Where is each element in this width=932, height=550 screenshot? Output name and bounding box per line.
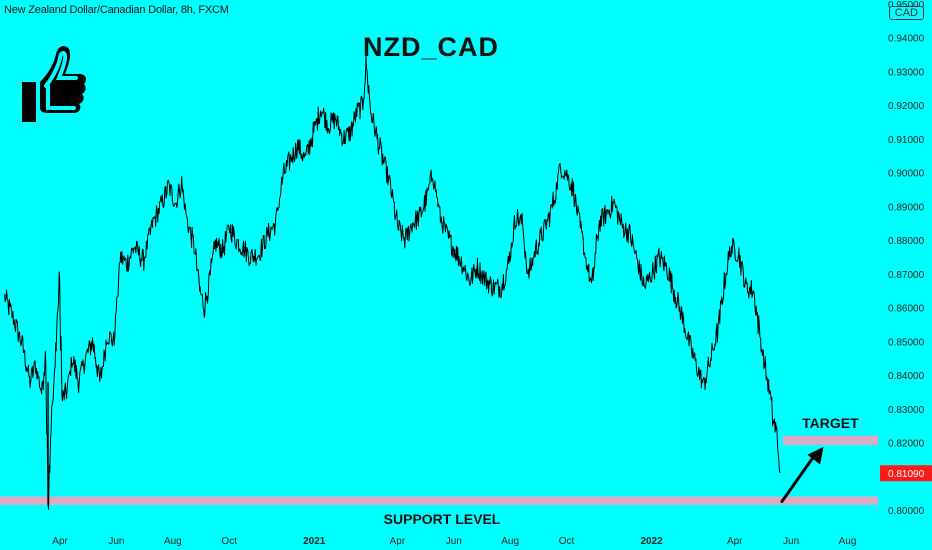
currency-badge[interactable]: CAD bbox=[888, 6, 924, 20]
support-zone bbox=[0, 496, 878, 505]
price-line bbox=[4, 55, 781, 510]
y-axis: 0.800000.810000.820000.830000.840000.850… bbox=[880, 0, 932, 517]
y-tick-label: 0.85000 bbox=[888, 337, 925, 348]
support-label: SUPPORT LEVEL bbox=[384, 511, 501, 527]
thumbs-up-icon bbox=[22, 46, 87, 122]
y-tick-label: 0.88000 bbox=[888, 236, 925, 247]
x-tick-label: Apr bbox=[390, 536, 406, 547]
x-tick-label: Jun bbox=[783, 536, 799, 547]
x-tick-label: 2021 bbox=[303, 536, 326, 547]
y-tick-label: 0.82000 bbox=[888, 439, 925, 450]
x-axis: Apr Jun Aug Oct 2021 Apr Jun Aug Oct 2022 Apr Jun Au… bbox=[52, 536, 856, 547]
x-tick-label: Oct bbox=[221, 536, 237, 547]
y-tick-label: 0.93000 bbox=[888, 67, 925, 78]
y-tick-label: 0.94000 bbox=[888, 34, 925, 45]
price-line-layer bbox=[4, 55, 781, 510]
y-tick-label: 0.87000 bbox=[888, 270, 925, 281]
target-zone bbox=[782, 435, 878, 445]
y-tick-label: 0.90000 bbox=[888, 169, 925, 180]
arrow-icon bbox=[780, 455, 815, 504]
y-tick-label: 0.95000 bbox=[888, 0, 925, 11]
x-tick-label: Apr bbox=[727, 536, 743, 547]
last-price-label: 0.81090 bbox=[888, 469, 925, 480]
symbol-info: New Zealand Dollar/Canadian Dollar, 8h, … bbox=[4, 4, 229, 16]
y-tick-label: 0.83000 bbox=[888, 405, 925, 416]
y-tick-label: 0.91000 bbox=[888, 135, 925, 146]
x-tick-label: Oct bbox=[559, 536, 575, 547]
x-tick-label: Aug bbox=[501, 536, 519, 547]
y-tick-label: 0.86000 bbox=[888, 304, 925, 315]
target-label: TARGET bbox=[802, 415, 859, 431]
last-price-tag bbox=[880, 465, 932, 482]
y-tick-label: 0.84000 bbox=[888, 371, 925, 382]
x-tick-label: Aug bbox=[839, 536, 857, 547]
zones-layer bbox=[0, 435, 878, 505]
y-tick-label: 0.89000 bbox=[888, 202, 925, 213]
x-tick-label: Apr bbox=[52, 536, 68, 547]
x-tick-label: 2022 bbox=[640, 536, 663, 547]
x-tick-label: Jun bbox=[446, 536, 462, 547]
x-tick-label: Jun bbox=[108, 536, 124, 547]
arrow-head-icon bbox=[807, 446, 824, 465]
y-tick-label: 0.92000 bbox=[888, 101, 925, 112]
x-tick-label: Aug bbox=[164, 536, 182, 547]
annotations-layer: TARGET SUPPORT LEVEL bbox=[384, 415, 859, 527]
y-tick-label: 0.80000 bbox=[888, 506, 925, 517]
